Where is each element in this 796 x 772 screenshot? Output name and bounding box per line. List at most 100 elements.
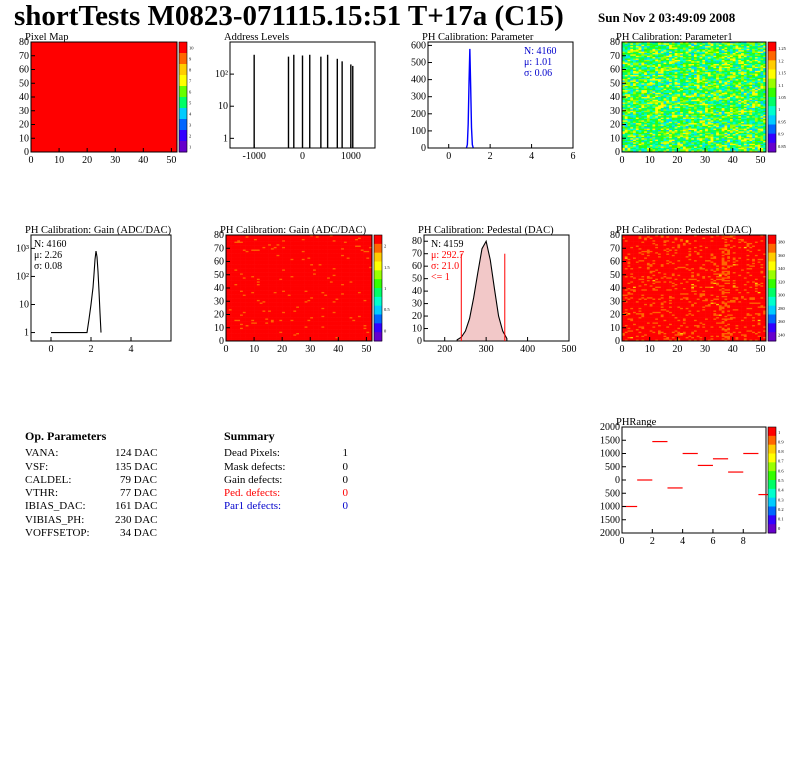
z-tick-label: 1.2 — [778, 58, 784, 63]
y-tick-label: 20 — [214, 310, 224, 321]
z-color-bin — [374, 235, 382, 245]
z-tick-label: 6 — [189, 90, 192, 95]
y-tick-label: 20 — [412, 311, 422, 322]
summary-heading: Summary — [224, 429, 275, 443]
y-tick-label: 40 — [412, 286, 422, 297]
x-tick-label: 40 — [333, 344, 343, 355]
y-tick-label: 1500 — [600, 435, 620, 446]
y-tick-label: 10² — [215, 69, 228, 80]
z-color-bin — [179, 119, 187, 131]
y-tick-label: 20 — [19, 120, 29, 131]
z-color-bin — [768, 305, 776, 315]
summary-name: Par1 defects: — [224, 500, 282, 513]
x-tick-label: -1000 — [242, 151, 265, 162]
op-param-value: 34 DAC — [120, 527, 157, 540]
x-tick-label: 0 — [29, 155, 34, 166]
op-param-row: VANA: 124 DAC — [25, 447, 165, 460]
x-tick-label: 0 — [49, 344, 54, 355]
op-param-value: 79 DAC — [120, 473, 157, 486]
stat-text: N: 4160 — [34, 239, 67, 250]
y-tick-label: 30 — [412, 299, 422, 310]
y-tick-label: 0 — [219, 336, 224, 347]
z-tick-label: 0.9 — [778, 439, 784, 444]
z-tick-label: 320 — [778, 279, 786, 284]
op-param-row: VSF: 135 DAC — [25, 461, 165, 474]
x-tick-label: 30 — [305, 344, 315, 355]
pedestal-map-chart: PH Calibration: Pedestal (DAC)0 10 20 30 40 5… — [610, 225, 786, 355]
z-tick-label: 0.6 — [778, 468, 784, 473]
z-color-bin — [179, 141, 187, 153]
x-tick-label: 0 — [300, 151, 305, 162]
summary-value: 0 — [342, 500, 349, 513]
y-tick-label: 80 — [19, 37, 29, 48]
z-color-bin — [768, 515, 776, 525]
y-tick-label: 70 — [214, 243, 224, 254]
x-tick-label: 200 — [437, 344, 452, 355]
z-scale-frame — [178, 41, 188, 153]
summary-panel: Summary Dead Pixels: 1 Mask defects: 0 Gain … — [224, 429, 354, 514]
z-color-bin — [768, 42, 776, 52]
z-tick-label: 9 — [189, 57, 192, 62]
x-tick-label: 50 — [166, 155, 176, 166]
y-tick-label: 400 — [411, 75, 426, 86]
summary-row: Ped. defects: 0 — [224, 487, 354, 500]
z-scale-frame — [767, 234, 777, 342]
op-param-name: VTHR: — [25, 487, 58, 500]
x-tick-label: 30 — [110, 155, 120, 166]
z-color-bin — [768, 87, 776, 98]
y-tick-label: 30 — [610, 296, 620, 307]
z-tick-label: 0.5 — [778, 478, 784, 483]
x-tick-label: 40 — [138, 155, 148, 166]
histogram-line — [51, 251, 102, 334]
y-tick-label: 1 — [24, 328, 29, 339]
y-tick-label: 500 — [605, 488, 620, 499]
plot-frame — [427, 41, 574, 149]
z-color-bin — [179, 42, 187, 54]
chart-title: PH Calibration: Parameter1 — [616, 32, 733, 43]
z-color-bin — [179, 64, 187, 76]
z-tick-label: 260 — [778, 319, 786, 324]
y-tick-label: 20 — [610, 310, 620, 321]
op-param-name: VANA: — [25, 447, 59, 460]
chart-title: PH Calibration: Parameter — [422, 32, 534, 43]
heatmap-fill — [31, 42, 177, 152]
x-tick-label: 40 — [728, 344, 738, 355]
chart-title: Address Levels — [224, 32, 289, 43]
y-tick-label: 0 — [24, 147, 29, 158]
z-color-bin — [768, 97, 776, 107]
z-color-bin — [374, 296, 382, 307]
y-tick-label: 10 — [610, 133, 620, 144]
stat-text: N: 4159 — [431, 239, 464, 250]
y-tick-label: 20 — [610, 120, 620, 131]
x-tick-label: 20 — [277, 344, 287, 355]
histogram-line — [465, 48, 474, 148]
x-tick-label: 2 — [89, 344, 94, 355]
y-tick-label: 70 — [19, 51, 29, 62]
x-tick-label: 4 — [680, 536, 685, 547]
z-tick-label: 380 — [778, 240, 786, 245]
y-tick-label: 1000 — [600, 502, 620, 513]
y-tick-label: 1 — [223, 133, 228, 144]
x-tick-label: 2 — [488, 151, 493, 162]
z-tick-label: 340 — [778, 266, 786, 271]
z-color-bin — [768, 453, 776, 463]
z-color-bin — [179, 75, 187, 87]
x-tick-label: 6 — [710, 536, 715, 547]
y-tick-label: 600 — [411, 40, 426, 51]
y-tick-label: 0 — [421, 143, 426, 154]
z-tick-label: 0.8 — [778, 449, 784, 454]
op-param-row: VOFFSETOP: 34 DAC — [25, 527, 165, 540]
z-tick-label: 280 — [778, 306, 786, 311]
summary-name: Ped. defects: — [224, 487, 281, 500]
y-tick-label: 80 — [610, 230, 620, 241]
z-tick-label: 0.2 — [778, 507, 784, 512]
z-color-bin — [768, 51, 776, 61]
y-tick-label: 70 — [610, 51, 620, 62]
z-tick-label: 0 — [384, 328, 387, 333]
z-color-bin — [179, 97, 187, 109]
z-scale-frame — [373, 234, 383, 342]
y-tick-label: 80 — [214, 230, 224, 241]
z-color-bin — [374, 270, 382, 280]
y-tick-label: 0 — [615, 475, 620, 486]
